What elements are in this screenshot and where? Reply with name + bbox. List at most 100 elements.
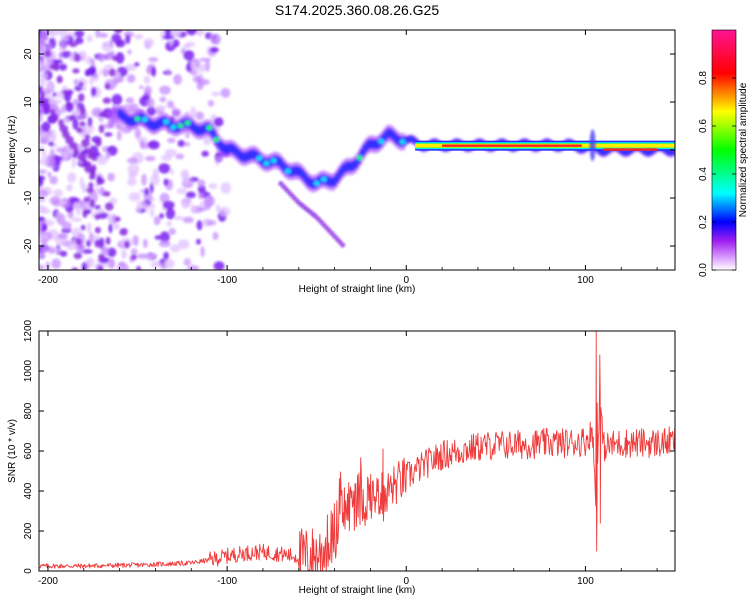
spec-noise-streak (123, 240, 130, 249)
spec-noise-streak (43, 50, 52, 58)
spec-noise-streak (56, 75, 63, 84)
spec-noise-streak (83, 196, 91, 203)
spec-noise-streak (82, 209, 88, 218)
spec-noise-blob (182, 44, 191, 49)
spec-noise-blob (220, 87, 231, 98)
spec-noise-blob (201, 150, 209, 157)
spec-noise-blob (220, 182, 232, 194)
snr-ytick-label: 400 (23, 482, 34, 499)
spec-ridge-peak (378, 138, 385, 144)
spec-noise-streak (112, 55, 119, 61)
spec-noise-blob (208, 183, 218, 190)
spec-noise-blob (139, 85, 144, 90)
spectrogram-xlabel: Height of straight line (km) (299, 284, 416, 295)
spec-noise-blob (61, 221, 72, 231)
spec-noise-streak (98, 111, 107, 118)
spec-noise-blob (56, 213, 66, 226)
spec-noise-streak (73, 252, 83, 260)
spec-noise-blob (197, 185, 206, 194)
spec-noise-blob (127, 177, 137, 187)
snr-ylabel: SNR (10 * v/v) (7, 419, 18, 483)
spec-noise-streak (72, 68, 80, 74)
spec-noise-blob (207, 99, 215, 107)
spec-noise-blob (162, 34, 175, 40)
colorbar-tick-label: 0.8 (698, 71, 709, 85)
spec-noise-blob (146, 204, 156, 209)
spec-noise-streak (65, 135, 74, 145)
spec-noise-blob (164, 148, 177, 157)
spec-noise-blob (42, 223, 48, 232)
spec-xtick-label: -100 (217, 275, 237, 286)
spec-noise-blob (60, 50, 73, 59)
spec-ridge-peak (177, 123, 184, 129)
spec-noise-blob (130, 248, 138, 255)
spec-noise-streak (74, 53, 81, 63)
spec-noise-streak (91, 152, 99, 162)
spec-noise-blob (146, 254, 152, 262)
spec-noise-blob (49, 175, 58, 185)
spec-ytick-label: -10 (23, 190, 34, 205)
spectrogram-noise (28, 30, 232, 270)
spec-noise-blob (39, 72, 48, 82)
spec-noise-blob (71, 157, 76, 169)
spec-noise-blob (209, 33, 215, 42)
spec-noise-blob (97, 53, 105, 63)
snr-ytick-label: 0 (23, 568, 34, 574)
spec-noise-blob (91, 87, 97, 97)
spec-noise-streak (83, 147, 92, 154)
spec-noise-blob (62, 116, 70, 124)
spec-noise-blob (159, 85, 171, 95)
snr-line (39, 331, 675, 571)
spec-noise-blob (47, 42, 52, 54)
spec-noise-streak (84, 134, 91, 141)
spec-noise-blob (128, 192, 141, 202)
spec-ridge-peak (320, 176, 327, 182)
spec-noise-blob (39, 131, 48, 139)
spec-noise-blob (121, 249, 128, 259)
spec-noise-streak (28, 74, 34, 82)
spec-noise-blob (72, 201, 81, 210)
snr-ytick-label: 600 (23, 442, 34, 459)
spec-noise-streak (95, 139, 102, 147)
spec-ridge-peak (263, 160, 270, 166)
spec-noise-blob (164, 258, 175, 269)
spec-noise-blob (152, 168, 160, 179)
spec-noise-blob (166, 221, 172, 227)
spec-noise-blob (41, 149, 47, 159)
spec-noise-blob (81, 262, 88, 270)
spec-noise-streak (104, 202, 114, 211)
spec-noise-blob (190, 106, 197, 119)
spec-noise-blob (79, 176, 84, 189)
spec-noise-blob (143, 75, 151, 85)
spec-noise-blob (181, 200, 190, 209)
spec-noise-streak (94, 226, 101, 234)
spec-noise-blob (124, 63, 137, 72)
spec-noise-blob (166, 100, 174, 109)
spec-noise-blob (49, 196, 61, 205)
spec-noise-blob (58, 63, 68, 71)
snr-xtick-label: 0 (403, 576, 409, 587)
spec-noise-blob (49, 98, 62, 105)
spec-noise-blob (199, 57, 211, 62)
snr-series (39, 331, 675, 571)
spec-ridge-peak (163, 119, 170, 125)
spec-noise-blob (205, 59, 210, 72)
spec-noise-blob (60, 35, 70, 42)
spec-noise-streak (104, 83, 111, 90)
spec-noise-blobs (28, 30, 232, 270)
spec-noise-blob (162, 200, 175, 210)
spec-noise-blob (108, 223, 113, 234)
spec-noise-blob (144, 187, 150, 196)
colorbar-tick-label: 0.4 (698, 167, 709, 181)
spec-noise-blob (44, 58, 49, 69)
spec-noise-streak (71, 267, 79, 270)
colorbar-gradient (711, 29, 737, 271)
spec-noise-blob (183, 50, 195, 61)
spec-noise-blob (176, 188, 187, 194)
spec-noise-streak (89, 199, 96, 208)
colorbar-tick-label: 0.0 (698, 263, 709, 277)
spec-noise-blob (87, 116, 93, 127)
spec-noise-streak (68, 41, 78, 48)
spec-noise-blob (153, 215, 161, 226)
spec-noise-blob (144, 85, 152, 96)
